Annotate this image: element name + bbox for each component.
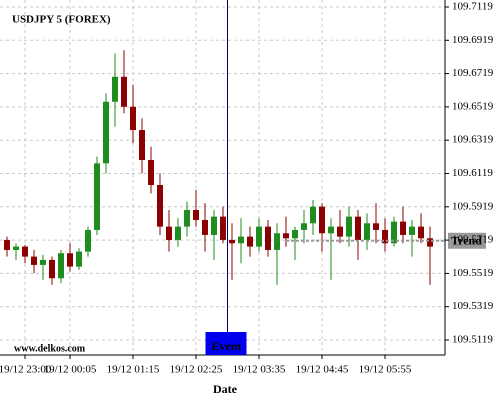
candle-body	[292, 229, 298, 239]
candle-body	[283, 233, 289, 239]
candle-body	[364, 223, 370, 240]
candle-body	[193, 209, 199, 220]
candle-body	[166, 226, 172, 240]
candle-body	[121, 76, 127, 107]
candle-body	[157, 184, 163, 227]
candle-body	[238, 236, 244, 244]
candle-body	[148, 160, 154, 185]
candles	[4, 50, 433, 285]
candle-body	[328, 226, 334, 234]
x-tick-label: 19/12 02:25	[170, 364, 223, 376]
candle-body	[202, 219, 208, 235]
candle-body	[22, 246, 28, 257]
x-tick-label: 19/12 23:00	[0, 364, 52, 376]
candle-body	[58, 253, 64, 279]
candle-body	[67, 253, 73, 267]
y-tick-label: 109.6519	[452, 100, 494, 112]
candle-body	[175, 226, 181, 240]
event-box	[205, 332, 247, 355]
candle-body	[94, 163, 100, 230]
candle-body	[103, 101, 109, 164]
y-tick-label: 109.6119	[452, 167, 493, 179]
y-tick-label: 109.5319	[452, 300, 494, 312]
y-tick-label: 109.6919	[452, 34, 494, 46]
candle-body	[274, 233, 280, 250]
candle-body	[346, 216, 352, 237]
candle-body	[391, 221, 397, 244]
candle-body	[112, 76, 118, 102]
candle-body	[400, 221, 406, 235]
candle-body	[265, 226, 271, 250]
annotations: Trend Event	[205, 0, 486, 355]
x-axis-title: Date	[213, 382, 238, 396]
chart-title: USDJPY 5 (FOREX)	[12, 14, 111, 26]
y-tick-label: 109.6719	[452, 67, 494, 79]
candle-body	[76, 251, 82, 267]
x-tick-label: 19/12 05:55	[359, 364, 412, 376]
candle-body	[355, 216, 361, 240]
trend-box	[448, 232, 486, 249]
candle-body	[49, 259, 55, 279]
x-tick-label: 19/12 00:05	[44, 364, 97, 376]
y-tick-label: 109.5919	[452, 200, 494, 212]
source: www.delkos.com	[14, 343, 86, 354]
candle-body	[130, 106, 136, 131]
y-tick-label: 109.6319	[452, 134, 494, 146]
y-tick-label: 109.5719	[452, 234, 494, 246]
x-tick-label: 19/12 04:45	[296, 364, 349, 376]
candle-body	[310, 206, 316, 224]
trend-label: Trend	[451, 234, 482, 248]
candle-body	[211, 216, 217, 235]
candle-body	[382, 229, 388, 244]
candle-body	[40, 259, 46, 265]
candle-body	[229, 239, 235, 244]
candle-body	[85, 229, 91, 252]
candle-body	[184, 209, 190, 227]
x-tick-label: 19/12 03:35	[233, 364, 286, 376]
candle-body	[418, 226, 424, 239]
candle-body	[319, 206, 325, 234]
candle-body	[247, 236, 253, 247]
candle-body	[256, 226, 262, 247]
candle-body	[427, 238, 433, 247]
candle-body	[337, 226, 343, 237]
candle-body	[4, 239, 10, 250]
y-tick-label: 109.5519	[452, 267, 494, 279]
plot-area	[0, 0, 445, 355]
x-tick-label: 19/12 01:15	[107, 364, 160, 376]
candle-body	[31, 256, 37, 265]
candle-body	[373, 223, 379, 230]
y-tick-label: 109.5119	[452, 334, 493, 346]
candle-body	[409, 226, 415, 235]
candle-body	[13, 246, 19, 250]
candle-body	[301, 223, 307, 230]
candle-body	[139, 130, 145, 161]
event-label: Event	[212, 339, 242, 353]
candle-body	[220, 216, 226, 240]
y-tick-label: 109.7119	[452, 1, 493, 13]
